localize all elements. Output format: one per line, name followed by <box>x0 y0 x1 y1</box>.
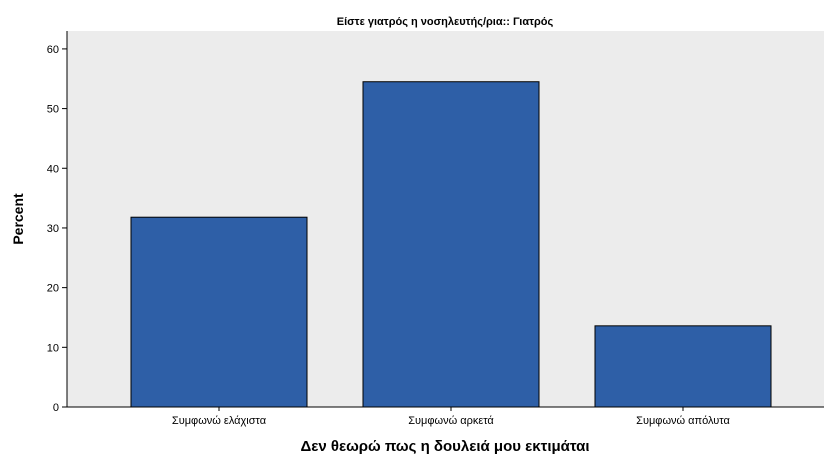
y-tick-label: 20 <box>47 283 59 295</box>
x-category-label: Συμφωνώ αρκετά <box>408 415 494 427</box>
x-category-label: Συμφωνώ απόλυτα <box>636 415 730 427</box>
x-axis-label: Δεν θεωρώ πως η δουλειά μου εκτιμάται <box>300 438 589 455</box>
y-ticks-group: 0 10 20 30 40 50 60 <box>47 44 67 414</box>
y-tick-label: 40 <box>47 163 59 175</box>
y-tick-label: 0 <box>53 402 59 414</box>
x-labels-group: Συμφωνώ ελάχιστα Συμφωνώ αρκετά Συμφωνώ απ… <box>172 407 730 427</box>
y-tick-label: 30 <box>47 223 59 235</box>
bar <box>130 216 308 408</box>
y-tick-label: 10 <box>47 342 59 354</box>
x-category-label: Συμφωνώ ελάχιστα <box>172 415 267 427</box>
bar <box>594 325 772 408</box>
y-tick-label: 60 <box>47 44 59 56</box>
y-axis-label: Percent <box>10 193 26 245</box>
bar <box>362 81 540 408</box>
bars-group <box>130 81 772 408</box>
chart-title: Είστε γιατρός η νοσηλευτής/ρια:: Γιατρός <box>337 16 554 28</box>
y-tick-label: 50 <box>47 104 59 116</box>
